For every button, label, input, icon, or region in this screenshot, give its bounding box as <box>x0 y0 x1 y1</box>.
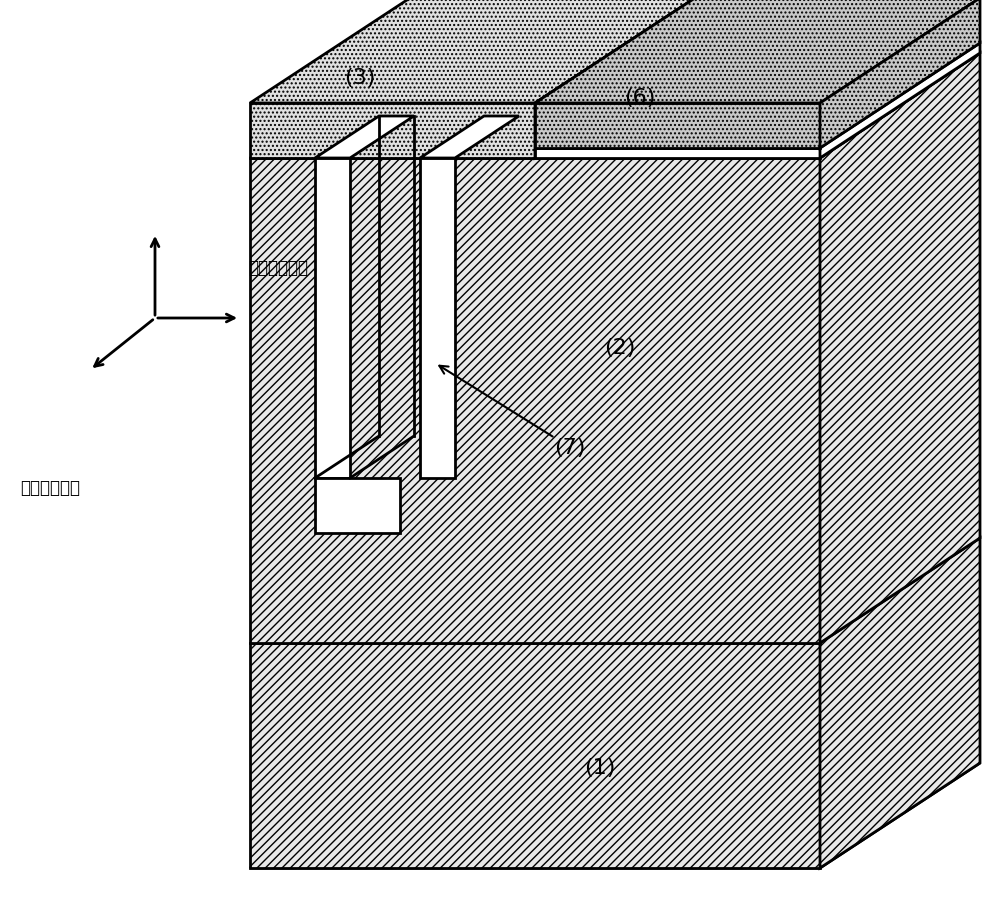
Polygon shape <box>535 148 820 158</box>
Text: (7): (7) <box>554 438 586 458</box>
Polygon shape <box>250 763 980 868</box>
Text: (6): (6) <box>624 88 656 108</box>
Polygon shape <box>535 43 980 148</box>
Text: 沟道宽度方向: 沟道宽度方向 <box>248 259 308 277</box>
Polygon shape <box>315 116 414 158</box>
Polygon shape <box>250 643 820 868</box>
Polygon shape <box>315 478 400 533</box>
Text: (2): (2) <box>604 338 636 358</box>
Polygon shape <box>250 103 535 158</box>
Polygon shape <box>820 43 980 158</box>
Text: 沟道长度方向: 沟道长度方向 <box>20 479 80 497</box>
Polygon shape <box>535 0 980 103</box>
Polygon shape <box>535 0 695 158</box>
Polygon shape <box>535 103 820 148</box>
Polygon shape <box>420 116 519 158</box>
Text: (3): (3) <box>344 68 376 88</box>
Polygon shape <box>250 53 980 158</box>
Polygon shape <box>250 0 695 103</box>
Polygon shape <box>820 53 980 643</box>
Polygon shape <box>315 158 350 478</box>
Polygon shape <box>250 158 820 643</box>
Polygon shape <box>820 538 980 868</box>
Text: (1): (1) <box>584 758 616 778</box>
Polygon shape <box>820 0 980 148</box>
Polygon shape <box>420 158 455 478</box>
